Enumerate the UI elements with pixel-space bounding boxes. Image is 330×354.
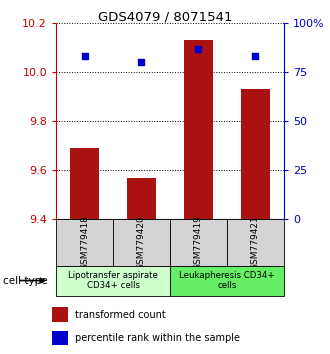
Text: GSM779421: GSM779421 (251, 215, 260, 270)
Bar (227, 219, 284, 266)
Bar (56, 266, 170, 296)
Point (139, 59, 144, 65)
Point (253, 53, 258, 59)
Text: GDS4079 / 8071541: GDS4079 / 8071541 (98, 11, 232, 24)
Text: GSM779419: GSM779419 (194, 215, 203, 270)
Bar (52, 307, 68, 322)
Text: Lipotransfer aspirate
CD34+ cells: Lipotransfer aspirate CD34+ cells (68, 271, 158, 290)
Bar (56, 219, 113, 266)
Bar (170, 219, 227, 266)
Bar (184, 40, 213, 219)
Text: transformed count: transformed count (75, 310, 166, 320)
Text: cell type: cell type (3, 275, 48, 286)
Bar (52, 331, 68, 345)
Text: GSM779418: GSM779418 (80, 215, 89, 270)
Bar (170, 266, 284, 296)
Text: percentile rank within the sample: percentile rank within the sample (75, 333, 240, 343)
Bar (127, 178, 156, 219)
Point (196, 46, 201, 51)
Bar (70, 148, 99, 219)
Bar (113, 219, 170, 266)
Point (82, 53, 87, 59)
Text: GSM779420: GSM779420 (137, 215, 146, 270)
Bar (241, 89, 270, 219)
Text: Leukapheresis CD34+
cells: Leukapheresis CD34+ cells (179, 271, 275, 290)
